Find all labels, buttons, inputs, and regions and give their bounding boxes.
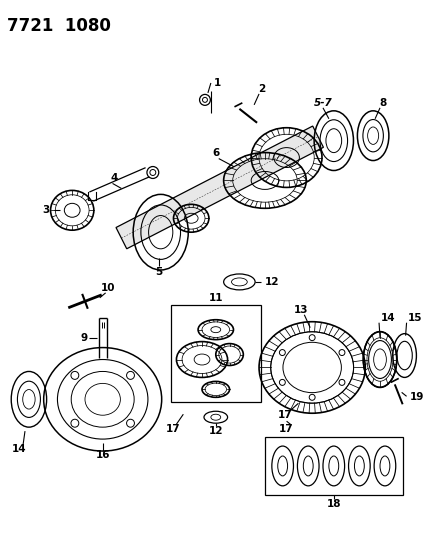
Text: 1: 1 <box>214 78 221 88</box>
Text: 2: 2 <box>259 84 266 94</box>
Text: 14: 14 <box>381 313 395 323</box>
Text: 7721  1080: 7721 1080 <box>7 17 111 35</box>
Text: 11: 11 <box>208 293 223 303</box>
Text: 17: 17 <box>166 424 181 434</box>
Text: 5: 5 <box>155 267 162 277</box>
Text: 9: 9 <box>80 333 88 343</box>
Text: 6: 6 <box>212 148 220 158</box>
Text: 16: 16 <box>95 450 110 460</box>
Text: 17: 17 <box>279 424 294 434</box>
Text: 17: 17 <box>277 410 292 420</box>
Text: 14: 14 <box>12 444 27 454</box>
Text: 10: 10 <box>100 283 115 293</box>
Polygon shape <box>116 126 324 249</box>
Text: 18: 18 <box>327 499 341 509</box>
Text: 12: 12 <box>208 426 223 436</box>
Text: 15: 15 <box>407 313 422 323</box>
Text: 8: 8 <box>379 98 386 108</box>
Text: 13: 13 <box>294 305 309 315</box>
Bar <box>265 437 403 495</box>
Bar <box>170 305 261 402</box>
Text: 5-7: 5-7 <box>314 98 333 108</box>
Text: 12: 12 <box>265 277 279 287</box>
Text: 4: 4 <box>111 173 118 183</box>
Text: 19: 19 <box>410 392 424 402</box>
Text: 3: 3 <box>42 205 49 215</box>
